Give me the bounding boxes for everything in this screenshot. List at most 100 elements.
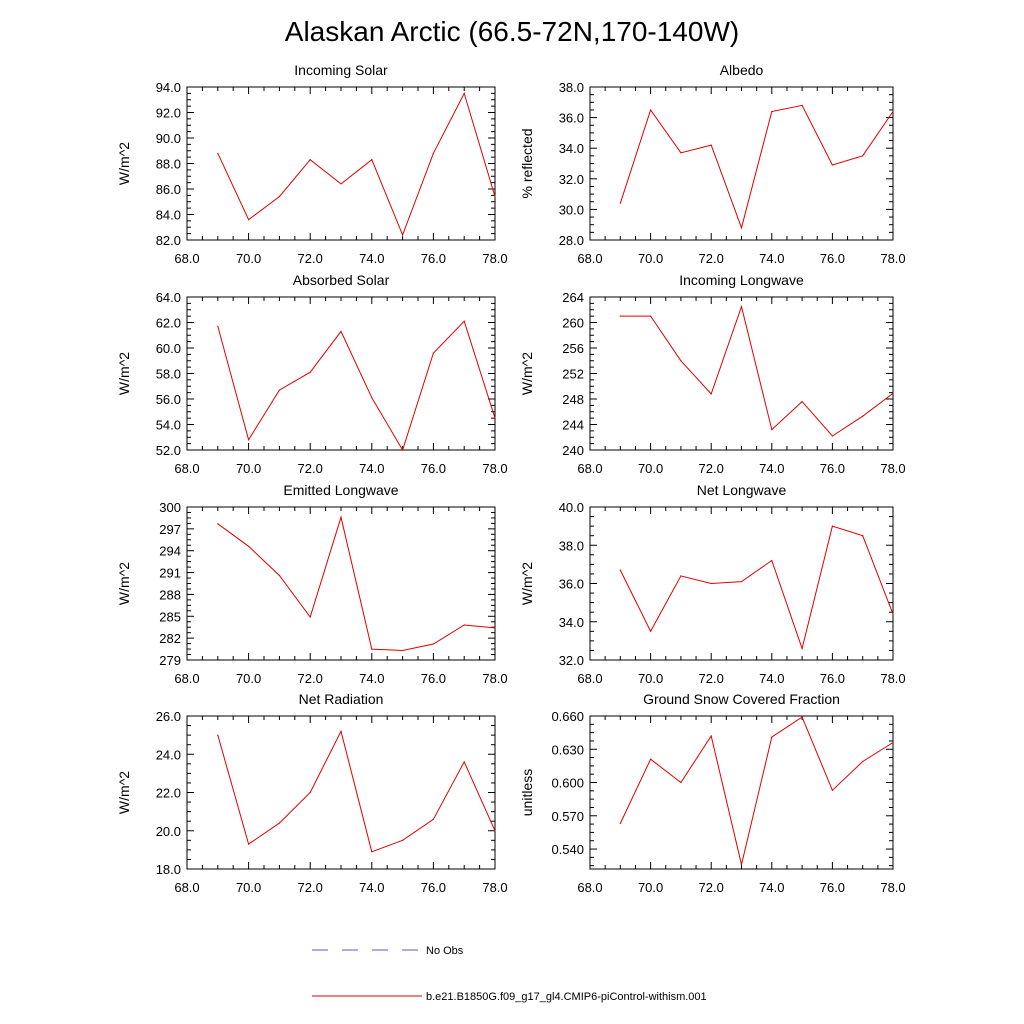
y-tick-label: 64.0 — [156, 290, 181, 305]
data-point — [278, 574, 280, 577]
x-tick-label: 72.0 — [298, 251, 323, 266]
x-tick-label: 78.0 — [880, 251, 905, 266]
data-point — [801, 400, 803, 403]
x-tick-label: 78.0 — [482, 880, 507, 895]
panel-title: Net Radiation — [299, 691, 384, 707]
y-tick-label: 260 — [562, 316, 584, 331]
plot-frame — [186, 715, 496, 870]
y-tick-label: 34.0 — [559, 141, 584, 156]
y-tick-label: 58.0 — [156, 367, 181, 382]
data-point — [402, 449, 404, 451]
y-tick-label: 244 — [562, 418, 584, 433]
y-axis-label: W/m^2 — [116, 142, 132, 185]
x-tick-label: 72.0 — [298, 671, 323, 686]
x-tick-label: 70.0 — [638, 461, 663, 476]
legend-label-no-obs: No Obs — [426, 945, 464, 957]
y-tick-label: 36.0 — [559, 577, 584, 592]
y-tick-label: 279 — [159, 653, 181, 668]
plot-frame — [589, 296, 894, 451]
data-point — [650, 758, 652, 760]
data-point — [278, 196, 280, 198]
y-tick-label: 38.0 — [559, 538, 584, 553]
data-point — [463, 761, 465, 763]
y-tick-label: 32.0 — [559, 653, 584, 668]
y-tick-label: 294 — [159, 544, 181, 559]
y-tick-label: 86.0 — [156, 182, 181, 197]
x-tick-label: 70.0 — [236, 251, 261, 266]
x-tick-label: 72.0 — [699, 671, 724, 686]
data-point — [831, 164, 834, 166]
figure-title: Alaskan Arctic (66.5-72N,170-140W) — [285, 16, 739, 47]
data-point — [494, 627, 496, 629]
y-tick-label: 60.0 — [156, 341, 181, 356]
x-tick-label: 68.0 — [577, 671, 602, 686]
y-tick-label: 0.540 — [551, 842, 584, 857]
data-point — [432, 352, 434, 354]
plot-frame — [589, 506, 894, 661]
y-tick-label: 84.0 — [156, 208, 181, 223]
data-point — [494, 196, 496, 198]
data-point — [402, 649, 404, 652]
panels: Incoming Solar W/m^2 68.0 70.0 72.0 74.0 76.0 7… — [116, 62, 906, 895]
data-point — [309, 159, 311, 161]
data-point — [892, 742, 894, 744]
series-line — [217, 729, 496, 853]
data-point — [248, 439, 250, 441]
y-axis-label: W/m^2 — [519, 352, 535, 395]
x-tick-label: 74.0 — [759, 671, 784, 686]
y-axis-label: unitless — [519, 769, 535, 816]
x-tick-label: 70.0 — [236, 461, 261, 476]
y-tick-label: 94.0 — [156, 80, 181, 95]
data-point — [248, 219, 250, 221]
plot-frame — [186, 86, 496, 241]
series-line — [619, 716, 894, 865]
y-tick-label: 54.0 — [156, 418, 181, 433]
y-tick-label: 92.0 — [156, 106, 181, 121]
data-point — [494, 830, 496, 832]
data-point — [680, 152, 682, 154]
x-tick-label: 74.0 — [359, 671, 384, 686]
data-point — [432, 818, 434, 820]
y-tick-label: 40.0 — [559, 500, 584, 515]
y-tick-label: 20.0 — [156, 824, 181, 839]
y-tick-label: 264 — [562, 290, 584, 305]
panel-4: Emitted Longwave W/m^2 68.0 70.0 72.0 74.0 76.… — [116, 482, 508, 686]
data-point — [831, 525, 834, 527]
x-tick-label: 76.0 — [820, 880, 845, 895]
x-tick-label: 68.0 — [174, 671, 199, 686]
y-tick-label: 24.0 — [156, 747, 181, 762]
y-tick-label: 34.0 — [559, 615, 584, 630]
data-point — [710, 582, 712, 585]
y-tick-label: 256 — [562, 341, 584, 356]
x-tick-label: 68.0 — [577, 461, 602, 476]
panel-2: Absorbed Solar W/m^2 68.0 70.0 72.0 74.0 76.0 7… — [116, 272, 508, 476]
panel-title: Incoming Longwave — [679, 272, 804, 288]
data-point — [892, 392, 894, 394]
y-tick-label: 36.0 — [559, 111, 584, 126]
data-point — [217, 325, 219, 327]
x-tick-label: 68.0 — [577, 880, 602, 895]
data-point — [217, 152, 219, 154]
data-point — [278, 389, 280, 391]
y-tick-label: 32.0 — [559, 172, 584, 187]
x-tick-label: 76.0 — [421, 671, 446, 686]
y-tick-label: 62.0 — [156, 316, 181, 331]
data-point — [801, 647, 803, 650]
series-line — [620, 304, 894, 437]
data-point — [217, 734, 219, 736]
y-axis-label: W/m^2 — [116, 352, 132, 395]
data-point — [650, 315, 652, 317]
data-point — [771, 110, 773, 113]
y-tick-label: 297 — [159, 522, 181, 537]
x-tick-label: 74.0 — [359, 251, 384, 266]
x-tick-label: 70.0 — [638, 880, 663, 895]
data-point — [740, 580, 743, 583]
panel-5: Net Longwave W/m^2 68.0 70.0 72.0 74.0 76.0 78.… — [519, 482, 906, 686]
y-tick-label: 28.0 — [559, 233, 584, 248]
x-tick-label: 68.0 — [577, 251, 602, 266]
y-tick-label: 0.600 — [551, 776, 584, 791]
panel-title: Net Longwave — [697, 482, 787, 498]
data-point — [740, 227, 743, 229]
x-tick-label: 70.0 — [236, 880, 261, 895]
